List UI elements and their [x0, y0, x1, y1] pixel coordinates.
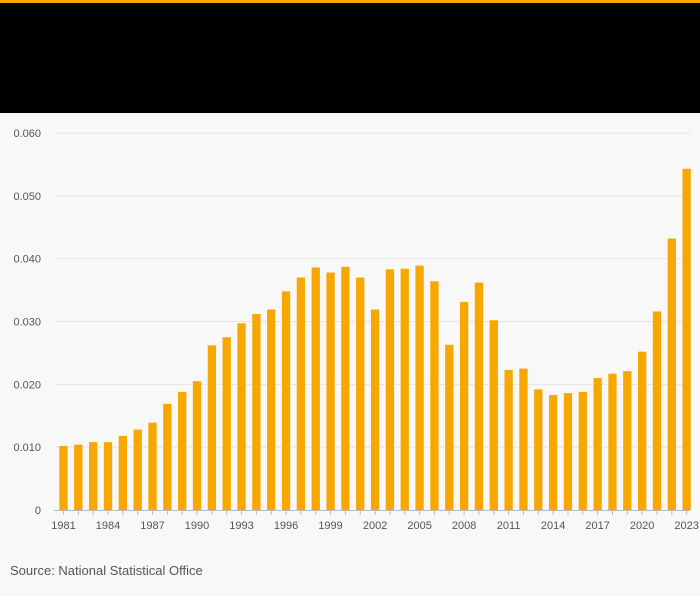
bar: [385, 269, 395, 510]
bar: [252, 313, 261, 510]
bar: [519, 368, 528, 511]
y-tick-label: 0.010: [13, 442, 41, 454]
bar: [578, 391, 587, 510]
x-tick-label: 2014: [541, 520, 565, 532]
x-tick-label: 2020: [630, 520, 654, 532]
bar: [430, 281, 439, 510]
bar: [608, 373, 617, 510]
x-tick-label: 2002: [363, 520, 387, 532]
x-tick-label: 1987: [140, 520, 164, 532]
bar: [89, 442, 98, 510]
header-band: [0, 3, 700, 113]
bar: [638, 351, 647, 510]
x-tick-label: 2011: [497, 520, 521, 532]
x-tick-label: 2023: [674, 520, 698, 532]
bar-chart: 0 0.010 0.020 0.030 0.040 0.050 0.060 1981 1984 1…: [0, 113, 700, 553]
y-tick-label: 0.020: [13, 379, 41, 391]
bar: [534, 389, 543, 510]
x-tick-label: 2017: [585, 520, 609, 532]
y-tick-label: 0.030: [13, 317, 41, 329]
bar: [148, 422, 157, 510]
bar: [237, 323, 246, 510]
bar: [459, 302, 469, 510]
x-tick-label: 1981: [51, 520, 75, 532]
bar: [222, 337, 231, 510]
chart-svg: 0 0.010 0.020 0.030 0.040 0.050 0.060 1981 1984 1…: [13, 128, 698, 532]
source-note: Source: National Statistical Office: [10, 563, 203, 578]
bar: [311, 267, 320, 510]
x-tick-label: 2008: [452, 520, 476, 532]
bar: [118, 435, 127, 510]
x-tick-label: 2005: [407, 520, 431, 532]
x-tick-label: 1993: [229, 520, 253, 532]
bar: [59, 445, 68, 510]
bar: [563, 393, 573, 510]
bar: [445, 344, 454, 510]
bar: [133, 429, 142, 510]
y-tick-label: 0.040: [13, 254, 41, 266]
bar: [341, 266, 350, 510]
x-tick-label: 1999: [318, 520, 342, 532]
y-tick-label: 0: [35, 505, 41, 517]
bar: [163, 403, 172, 510]
bar: [489, 320, 498, 510]
bar: [415, 265, 424, 510]
y-tick-label: 0.050: [13, 191, 41, 203]
bar: [593, 378, 602, 510]
bar: [474, 282, 484, 510]
y-tick-label: 0.060: [13, 128, 41, 140]
bar: [548, 395, 558, 510]
bar: [326, 272, 335, 510]
bar: [682, 168, 691, 510]
bar: [281, 291, 291, 510]
x-tick-label: 1996: [274, 520, 298, 532]
top-accent-line: [0, 0, 700, 3]
bar: [623, 371, 632, 510]
x-tick-label: 1984: [96, 520, 120, 532]
bar: [103, 442, 113, 510]
x-tick-label: 1990: [185, 520, 209, 532]
bar: [504, 369, 513, 510]
bar: [667, 238, 676, 510]
bar: [178, 391, 187, 510]
bar: [207, 345, 217, 510]
bar: [192, 381, 202, 510]
bar: [356, 277, 365, 510]
bar: [400, 268, 409, 510]
bar: [74, 444, 83, 510]
bar: [296, 277, 306, 510]
bar: [370, 309, 380, 510]
bar: [652, 311, 662, 510]
bar: [267, 309, 276, 510]
